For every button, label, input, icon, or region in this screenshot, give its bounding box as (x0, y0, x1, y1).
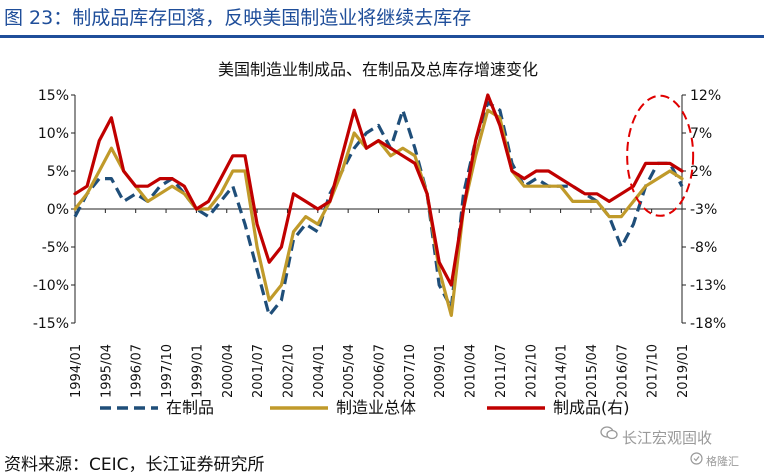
watermark-sub: 格隆汇 (706, 455, 739, 468)
left-axis-tick-label: 0% (47, 202, 69, 218)
watermark-main: 长江宏观固收 (622, 429, 713, 447)
legend-label: 在制品 (166, 398, 214, 417)
left-axis-tick-label: 10% (38, 126, 69, 142)
legend-label: 制成品(右) (553, 398, 630, 417)
x-tick-label: 2019/01 (676, 344, 691, 398)
source-note: 资料来源：CEIC，长江证券研究所 (4, 455, 265, 475)
left-axis-tick-label: -5% (42, 240, 69, 256)
gelonghui-logo-icon (690, 452, 703, 465)
left-axis-tick-label: 15% (38, 88, 69, 104)
wechat-icon (600, 426, 618, 440)
x-tick-label: 2000/04 (221, 344, 236, 398)
legend: 在制品 制造业总体 制成品(右) (100, 398, 630, 417)
x-tick-label: 2015/04 (585, 344, 600, 398)
x-tick-label: 1999/01 (190, 344, 205, 398)
chart-title: 美国制造业制成品、在制品及总库存增速变化 (218, 60, 538, 79)
right-axis-tick-label: 7% (690, 126, 712, 142)
x-tick-label: 2016/07 (615, 344, 630, 398)
x-tick-label: 2004/01 (312, 344, 327, 398)
figure-title: 图 23：制成品库存回落，反映美国制造业将继续去库存 (4, 7, 472, 29)
x-tick-label: 2005/04 (342, 344, 357, 398)
x-tick-labels: 1994/01 1995/04 1996/07 1997/10 1999/01 2000/… (69, 344, 691, 398)
right-axis-tick-label: -18% (690, 316, 726, 332)
x-tick-label: 1995/04 (99, 344, 114, 398)
x-tick-label: 1994/01 (69, 344, 84, 398)
series-line-finished-goods (73, 93, 684, 287)
x-tick-label: 2017/10 (646, 344, 661, 398)
x-tick-label: 2011/07 (494, 344, 509, 398)
right-axis-tick-label: 12% (690, 88, 721, 104)
x-tick-label: 2006/07 (373, 344, 388, 398)
axes-group: 15% 10% 5% 0% -5% -10% -15% 12% 7% 2% -3% -8% -13% -1… (33, 88, 726, 332)
x-tick-label: 2010/04 (464, 344, 479, 398)
legend-label: 制造业总体 (336, 398, 416, 417)
x-tick-label: 2012/10 (524, 344, 539, 398)
left-axis-tick-label: -10% (33, 278, 69, 294)
right-axis-tick-label: 2% (690, 164, 712, 180)
highlight-ellipse (626, 94, 695, 217)
right-axis-tick-label: -8% (690, 240, 717, 256)
left-axis-tick-label: 5% (47, 164, 69, 180)
x-tick-label: 1997/10 (160, 344, 175, 398)
x-tick-label: 1996/07 (130, 344, 145, 398)
x-tick-label: 2009/01 (433, 344, 448, 398)
x-tick-label: 2001/07 (251, 344, 266, 398)
right-axis-tick-label: -13% (690, 278, 726, 294)
x-tick-label: 2007/10 (403, 344, 418, 398)
title-divider (0, 35, 764, 38)
series-group (73, 93, 695, 317)
right-axis-tick-label: -3% (690, 202, 717, 218)
left-axis-tick-label: -15% (33, 316, 69, 332)
inventory-line-chart: 美国制造业制成品、在制品及总库存增速变化 15% 10% 5% 0% -5% -10% -1… (33, 60, 726, 417)
x-tick-label: 2002/10 (281, 344, 296, 398)
x-tick-label: 2014/01 (555, 344, 570, 398)
